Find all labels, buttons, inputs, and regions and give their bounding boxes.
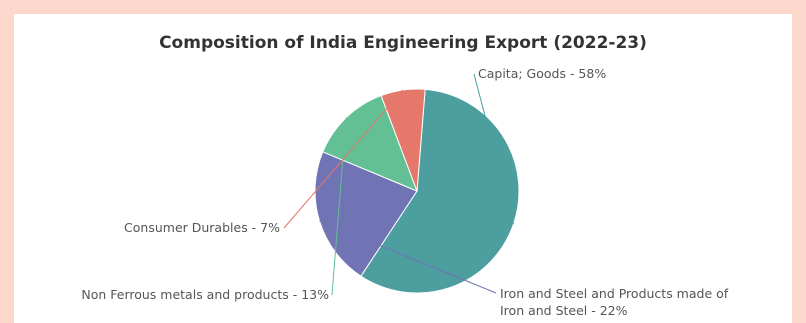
label-iron-steel-line1: Iron and Steel and Products made of: [500, 286, 729, 301]
leader-consumer-durables: [283, 89, 404, 229]
label-iron-steel: Iron and Steel and Products made of Iron…: [500, 286, 732, 318]
label-consumer-durables: Consumer Durables - 7%: [124, 220, 280, 235]
label-non-ferrous: Non Ferrous metals and products - 13%: [81, 287, 329, 302]
chart-title: Composition of India Engineering Export …: [159, 33, 647, 53]
leader-capital-goods: [473, 73, 514, 225]
label-capital-goods: Capita; Goods - 58%: [478, 66, 606, 81]
pie-chart: Composition of India Engineering Export …: [81, 33, 732, 318]
chart-card: Composition of India Engineering Export …: [14, 14, 792, 323]
leader-lines: [283, 73, 514, 296]
label-iron-steel-line2: Iron and Steel - 22%: [500, 303, 628, 318]
leader-non-ferrous: [331, 117, 347, 296]
leader-iron-steel: [319, 220, 497, 294]
